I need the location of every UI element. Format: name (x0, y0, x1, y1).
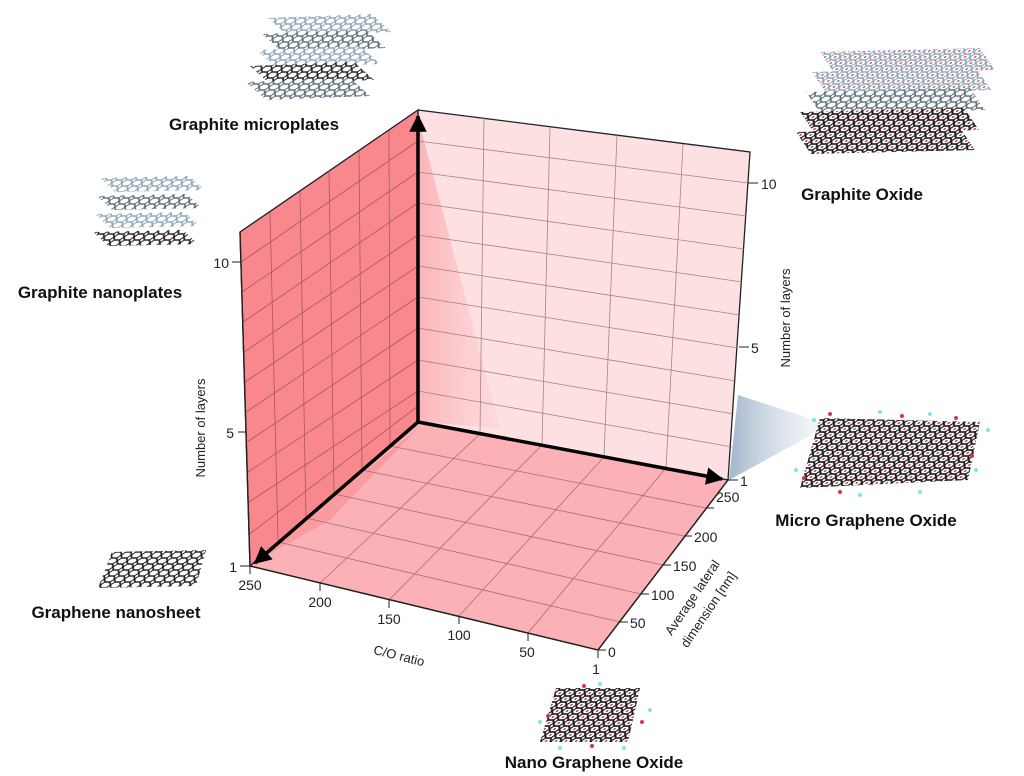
x-tick-50: 50 (519, 644, 535, 660)
y-tick-0: 0 (608, 644, 616, 660)
left-z-axis-title: Number of layers (193, 378, 208, 477)
right-z-axis: 10 5 1 Number of layers (728, 176, 793, 489)
x-tick-100: 100 (447, 627, 471, 643)
plot-box (239, 108, 830, 651)
left-wall-grid (240, 129, 419, 543)
y-tick-150: 150 (673, 558, 697, 574)
graphene-nanosheet-illustration (98, 550, 206, 588)
micro-graphene-oxide-illustration (794, 410, 990, 497)
x-tick-250: 250 (238, 577, 262, 593)
label-graphite-nanoplates: Graphite nanoplates (18, 283, 182, 302)
graphite-oxide-illustration (796, 48, 995, 154)
right-z-tick-10: 10 (761, 176, 777, 192)
blue-fan (729, 395, 830, 480)
left-z-tick-1: 1 (229, 559, 237, 575)
label-nano-graphene-oxide: Nano Graphene Oxide (505, 753, 684, 772)
x-axis-title: C/O ratio (372, 642, 426, 669)
nano-graphene-oxide-illustration (538, 682, 652, 750)
x-tick-150: 150 (377, 611, 401, 627)
label-graphite-oxide: Graphite Oxide (801, 185, 923, 204)
left-z-tick-10: 10 (213, 255, 229, 271)
left-z-axis: 10 5 1 Number of layers (193, 255, 250, 575)
x-tick-200: 200 (308, 594, 332, 610)
label-graphite-microplates: Graphite microplates (169, 115, 339, 134)
right-z-tick-1: 1 (740, 473, 748, 489)
back-wall-shade (418, 118, 500, 428)
y-tick-50: 50 (630, 615, 646, 631)
x-tick-1: 1 (592, 661, 600, 677)
label-micro-graphene-oxide: Micro Graphene Oxide (775, 511, 956, 530)
right-z-tick-5: 5 (751, 340, 759, 356)
label-graphene-nanosheet: Graphene nanosheet (31, 603, 200, 622)
arrow-right (417, 420, 724, 485)
arrow-down-left (253, 420, 420, 565)
y-tick-250: 250 (716, 489, 740, 505)
graphite-nanoplates-illustration (93, 176, 205, 246)
floor-grid (277, 433, 707, 634)
right-z-axis-title: Number of layers (778, 268, 793, 367)
y-tick-100: 100 (651, 587, 675, 603)
axis-arrows (253, 114, 724, 565)
back-wall-grid (417, 117, 749, 469)
y-tick-200: 200 (694, 529, 718, 545)
graphite-microplates-illustration (246, 14, 392, 100)
left-z-tick-5: 5 (226, 425, 234, 441)
